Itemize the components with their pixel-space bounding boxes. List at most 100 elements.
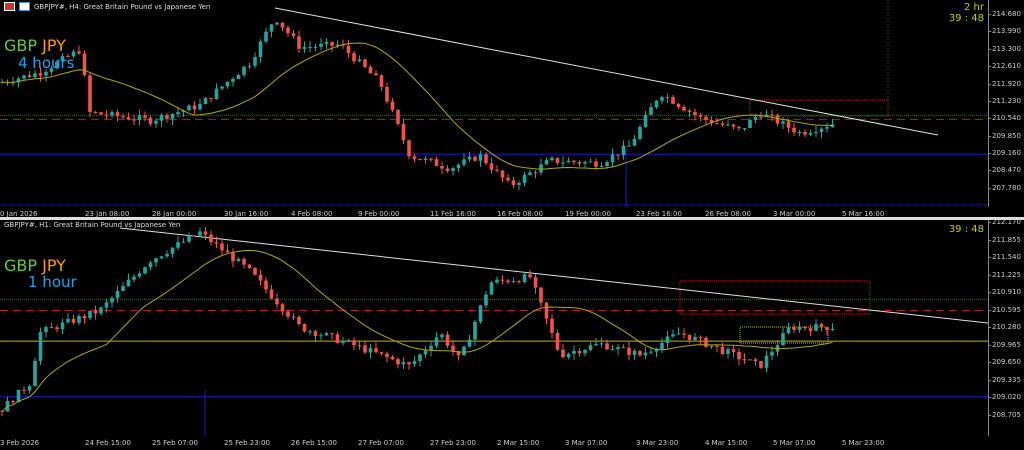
candle-body (44, 71, 48, 76)
candle-body (264, 31, 268, 42)
price-tick: 212.170 (988, 218, 1021, 226)
candle-body (484, 154, 488, 164)
time-tick: 26 Feb 08:00 (705, 210, 751, 218)
candle-body (385, 353, 389, 358)
candle-body (759, 360, 763, 368)
h1-chart-pane[interactable]: GBPJPY#, H1: Great Britain Pound vs Japa… (0, 218, 1024, 450)
candle-body (473, 156, 477, 161)
candle-body (434, 159, 439, 167)
candle-body (643, 352, 648, 356)
candle-body (209, 234, 213, 243)
candle-body (308, 46, 312, 48)
candle-body (561, 349, 565, 358)
time-tick: 2 Mar 15:00 (497, 439, 540, 447)
timeframe-label: 1 hour (28, 273, 77, 291)
h4-price-axis[interactable]: 214.680 213.990 213.300 212.610 211.920 211.2… (988, 0, 1024, 207)
candle-body (759, 116, 763, 118)
candle-body (654, 100, 659, 108)
candle-body (231, 78, 235, 82)
candle-body (528, 172, 532, 175)
time-tick: 9 Feb 00:00 (358, 210, 400, 218)
timeframe-label: 4 hours (18, 54, 75, 72)
candle-body (88, 310, 92, 319)
h1-price-axis[interactable]: 212.170 211.855 211.540 211.225 210.910 210.5… (988, 218, 1024, 436)
candle-body (148, 262, 153, 268)
candle-body (544, 160, 549, 165)
time-tick: 30 Jan 16:00 (224, 210, 269, 218)
candle-body (682, 333, 686, 335)
candle-body (715, 345, 719, 347)
candle-body (363, 59, 367, 68)
candle-body (121, 116, 125, 118)
candle-body (660, 342, 664, 350)
candle-body (753, 359, 758, 361)
candle-body (231, 252, 235, 262)
candle-body (737, 126, 741, 129)
candle-body (291, 33, 296, 37)
candle-body (671, 97, 675, 104)
candle-body (742, 359, 747, 361)
candle-body (66, 56, 70, 58)
time-tick: 3 Mar 07:00 (565, 439, 608, 447)
h4-price-chart[interactable] (0, 0, 988, 207)
candle-body (286, 27, 290, 34)
candle-body (291, 316, 296, 318)
candle-body (341, 340, 345, 343)
candle-body (165, 115, 169, 119)
candle-body (346, 340, 351, 342)
price-tick: 209.160 (988, 149, 1021, 158)
candle-body (203, 98, 208, 105)
candle-body (440, 334, 444, 338)
candle-body (258, 274, 263, 281)
candle-body (374, 73, 378, 76)
candle-body (665, 97, 670, 99)
candle-body (33, 360, 37, 387)
candle-body (803, 326, 807, 329)
time-tick: 25 Feb 23:00 (224, 439, 270, 447)
candle-body (462, 159, 466, 165)
price-tick: 209.020 (988, 393, 1021, 402)
candle-body (781, 121, 785, 124)
candle-body (104, 114, 109, 116)
candle-body (605, 343, 609, 350)
candle-body (588, 345, 593, 350)
candle-body (247, 264, 252, 268)
candle-body (737, 352, 741, 360)
candle-body (313, 46, 318, 48)
candle-body (544, 302, 549, 319)
candle-body (401, 362, 406, 365)
candle-body (390, 357, 395, 360)
trendline (119, 227, 988, 324)
candle-body (698, 114, 703, 117)
candle-body (319, 335, 323, 337)
time-tick: 3 Feb 2026 (0, 439, 40, 447)
h4-chart-pane[interactable]: GBPJPY#, H4: Great Britain Pound vs Japa… (0, 0, 1024, 218)
candle-body (308, 331, 312, 333)
time-tick: 4 Feb 08:00 (291, 210, 333, 218)
candle-body (803, 132, 807, 135)
candle-body (77, 316, 81, 323)
candle-body (632, 139, 637, 146)
menu-icon[interactable] (4, 2, 15, 11)
pane-separator[interactable] (0, 217, 1024, 220)
candle-body (731, 124, 736, 127)
candle-body (412, 156, 417, 159)
candle-body (473, 321, 477, 340)
candle-body (253, 56, 257, 66)
candle-body (687, 110, 692, 112)
moving-average-line (1, 42, 833, 170)
candle-body (825, 127, 829, 129)
candle-body (489, 282, 494, 295)
candle-body (478, 154, 483, 161)
candle-body (748, 119, 752, 129)
h1-price-chart[interactable] (0, 220, 988, 436)
price-tick: 210.540 (988, 114, 1021, 123)
candle-body (38, 73, 43, 76)
price-tick: 213.990 (988, 27, 1021, 36)
candle-body (478, 305, 483, 322)
time-tick: 16 Feb 08:00 (497, 210, 543, 218)
candle-body (198, 231, 202, 236)
candle-body (423, 158, 428, 161)
candle-body (33, 73, 37, 78)
candle-body (49, 327, 54, 329)
